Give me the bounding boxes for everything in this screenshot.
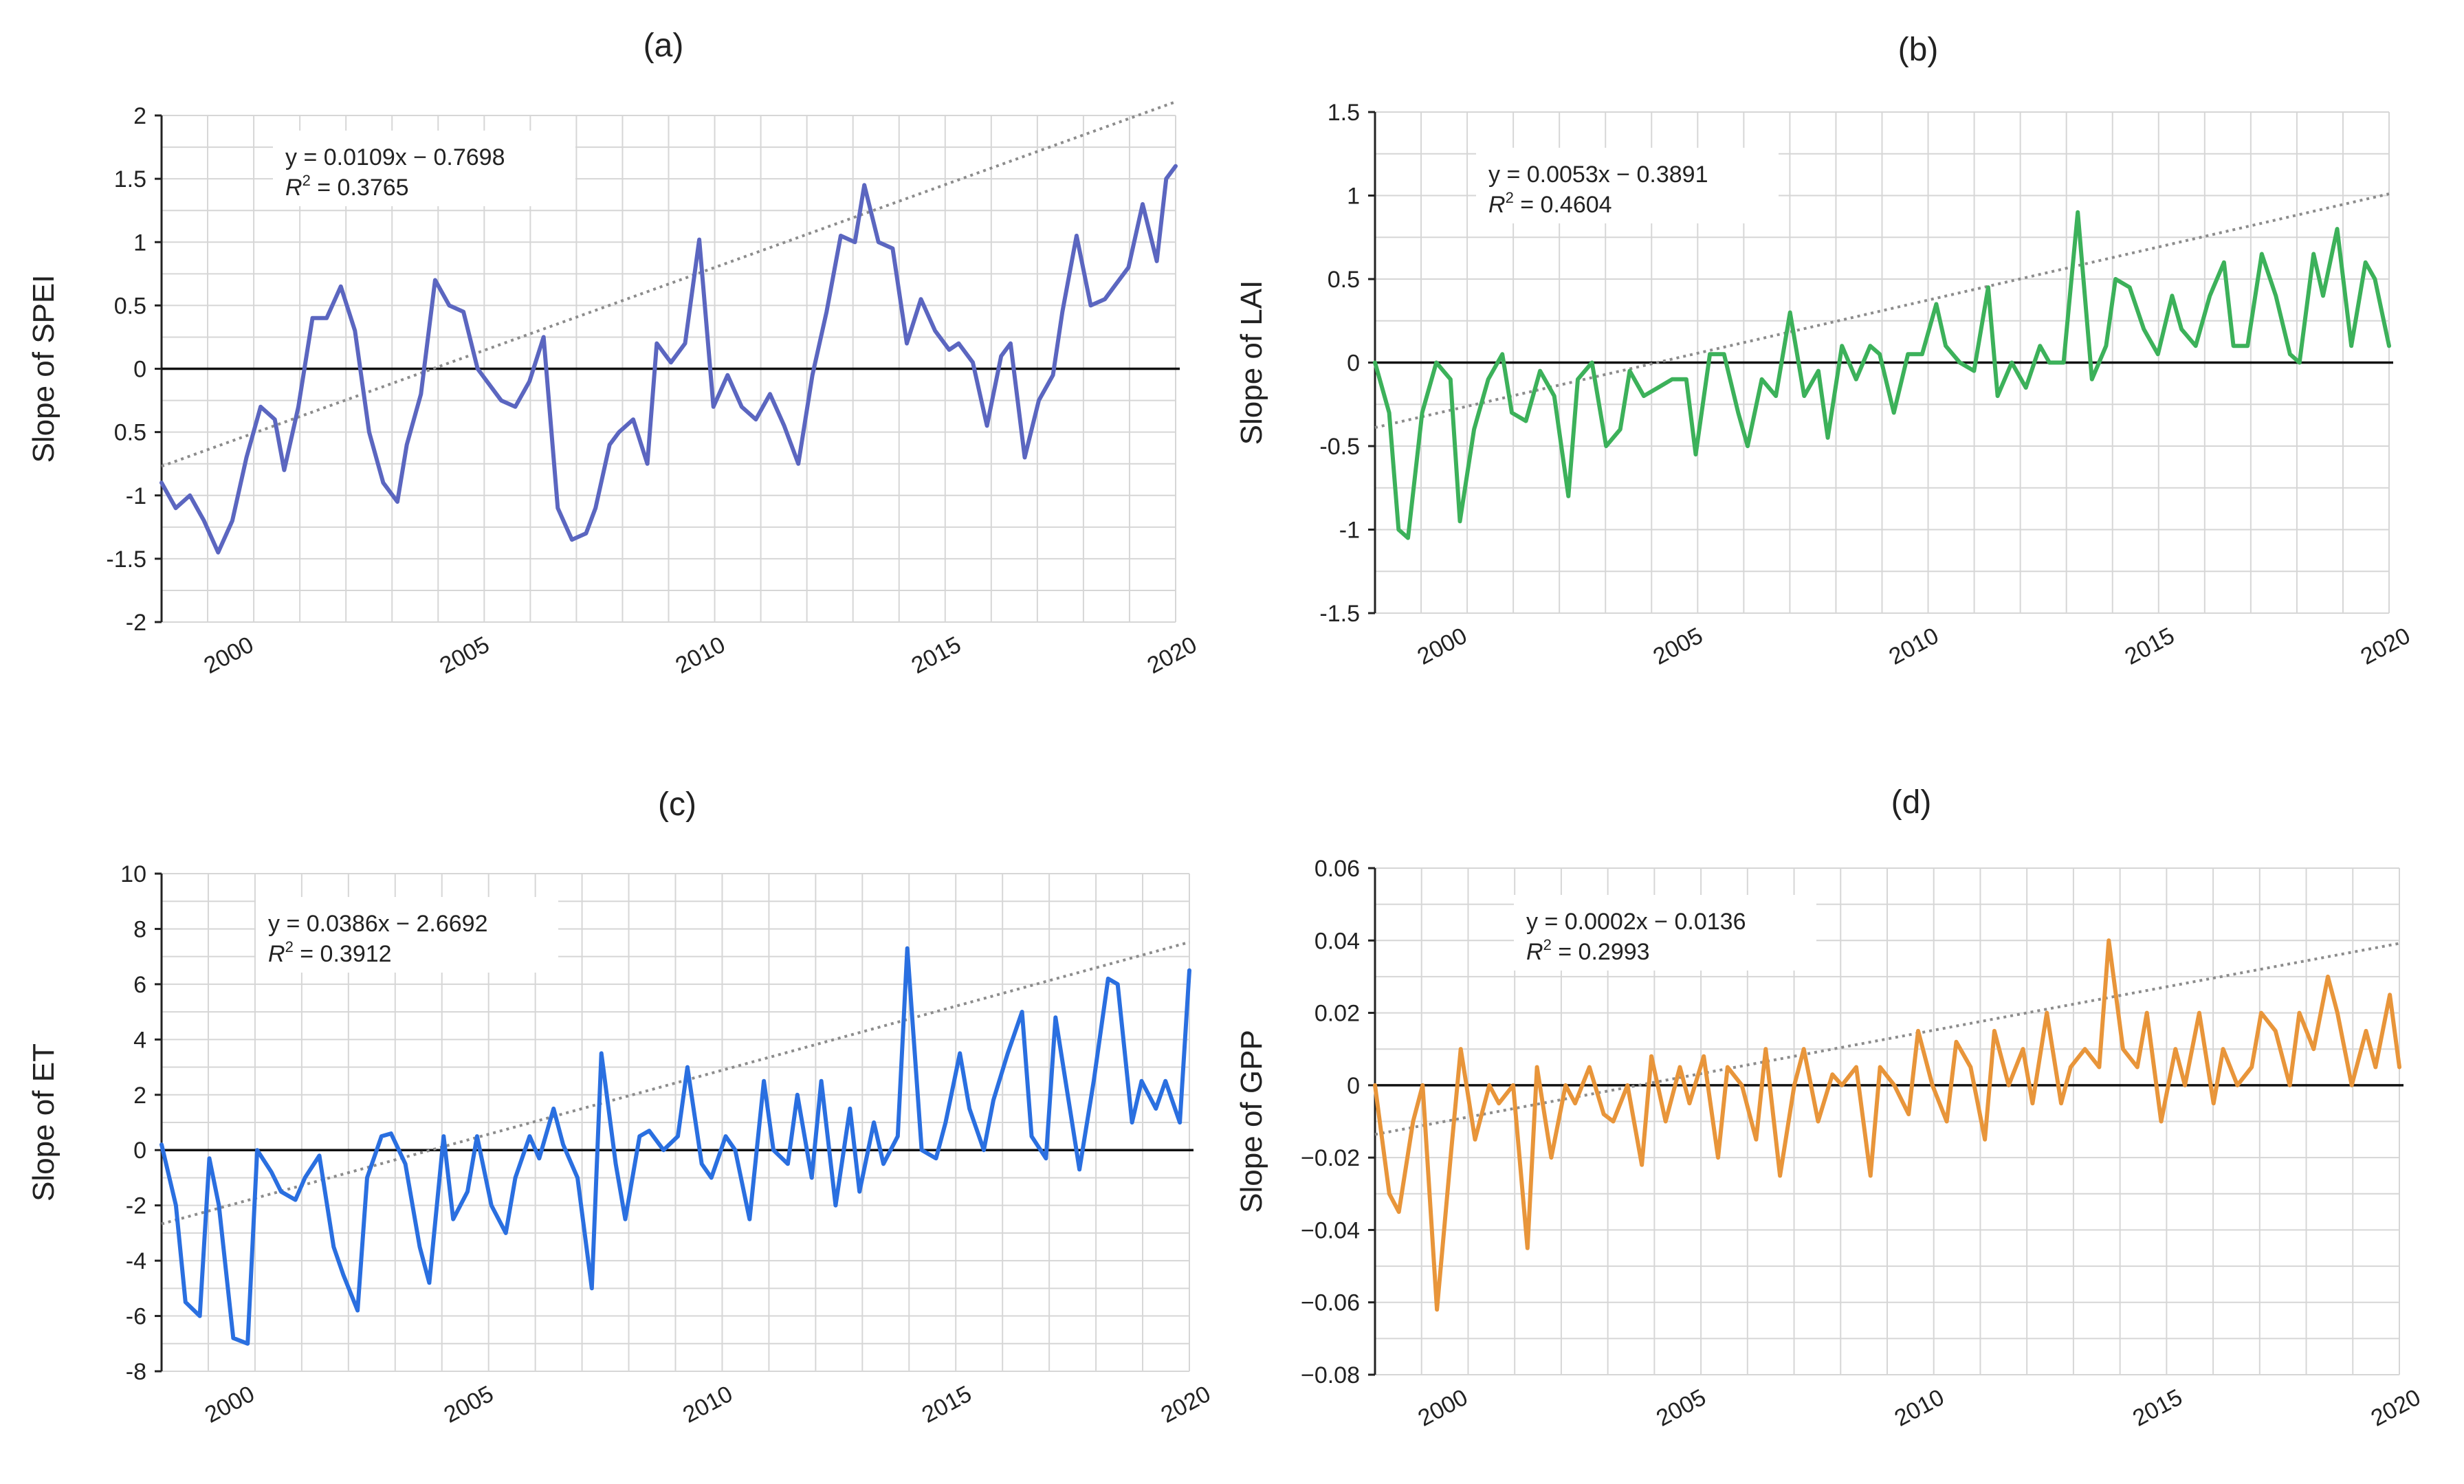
y-tick-label: −0.02 — [1301, 1145, 1360, 1171]
x-tick-label: 2015 — [907, 632, 965, 679]
y-tick-label: 8 — [133, 916, 146, 942]
series-line-ET — [160, 946, 1191, 1346]
regression-equation: y = 0.0002x − 0.0136 — [1526, 909, 1746, 935]
chart-panel-c: 10 8 6 4 2 0 -2 -4 -6 -8 2000 2005 2010 2015 2020 (c) Sl… — [27, 786, 1215, 1428]
y-tick-label: -8 — [126, 1359, 146, 1385]
y-tick-label: -6 — [126, 1304, 146, 1330]
y-tick-label: -1.5 — [1319, 601, 1360, 627]
r-squared-label: R2 = 0.3912 — [268, 938, 392, 967]
series-line-LAI — [1373, 210, 2391, 540]
x-tick-label: 2020 — [2357, 623, 2415, 670]
x-tick-label: 2020 — [2367, 1384, 2426, 1432]
y-tick-label: 0 — [1347, 1073, 1360, 1099]
chart-panel-b: 1.5 1 0.5 0 -0.5 -1 -1.5 2000 2005 2010 2015 2020 (b… — [1235, 32, 2414, 670]
x-tick-label: 2015 — [2120, 623, 2179, 670]
y-tick-label: 0.5 — [1328, 267, 1360, 293]
y-tick-label: 0 — [1347, 351, 1360, 377]
equation-box — [1514, 895, 1816, 971]
y-tick-label: -2 — [126, 610, 146, 636]
y-axis-label: Slope of ET — [27, 1043, 60, 1201]
y-tick-label: 1.5 — [1328, 100, 1360, 126]
y-tick-label: 2 — [133, 1083, 146, 1109]
x-tick-label: 2010 — [671, 632, 729, 679]
x-tick-label: 2020 — [1143, 632, 1202, 679]
y-tick-label: -0.5 — [1319, 434, 1360, 460]
trend-line — [1374, 192, 2390, 430]
y-tick-label: -4 — [126, 1248, 146, 1274]
chart-panel-d: 0.06 0.04 0.02 0 −0.02 −0.04 −0.06 −0.08 2000 200… — [1235, 784, 2425, 1432]
x-tick-label: 2010 — [679, 1381, 737, 1428]
panel-title: (a) — [644, 27, 684, 64]
y-axis-label: Slope of SPEI — [27, 275, 60, 463]
series-line-GPP — [1373, 938, 2401, 1312]
r-squared-label: R2 = 0.3765 — [285, 172, 409, 201]
y-tick-label: 0.04 — [1314, 928, 1360, 954]
x-tick-label: 2000 — [1414, 1384, 1472, 1432]
x-tick-label: 2015 — [918, 1381, 976, 1428]
y-tick-label: 0 — [133, 357, 146, 383]
regression-equation: y = 0.0386x − 2.6692 — [268, 911, 487, 937]
y-tick-label: −0.04 — [1301, 1217, 1360, 1243]
y-tick-label: 4 — [133, 1027, 146, 1053]
regression-equation: y = 0.0109x − 0.7698 — [285, 144, 505, 170]
trend-line — [1374, 942, 2400, 1136]
trend-line — [161, 100, 1176, 468]
y-tick-label: 1 — [133, 230, 146, 256]
panel-title: (c) — [658, 786, 696, 823]
x-tick-label: 2010 — [1890, 1384, 1948, 1432]
x-tick-label: 2000 — [201, 1381, 259, 1428]
gridlines — [161, 873, 1190, 1372]
x-tick-label: 2000 — [199, 632, 258, 679]
x-tick-label: 2020 — [1157, 1381, 1216, 1428]
y-tick-label: -1.5 — [106, 546, 146, 573]
chart-panel-a: 2 1.5 1 0.5 0 0.5 -1 -1.5 -2 2000 2005 2010 2015 2020… — [27, 27, 1201, 679]
y-tick-label: 0 — [133, 1138, 146, 1164]
x-tick-label: 2005 — [435, 632, 494, 679]
x-tick-label: 2000 — [1413, 623, 1471, 670]
y-tick-label: 2 — [133, 103, 146, 129]
x-tick-label: 2005 — [1652, 1384, 1710, 1432]
y-tick-label: 10 — [120, 861, 146, 887]
x-tick-label: 2005 — [439, 1381, 498, 1428]
y-axis-label: Slope of GPP — [1235, 1030, 1268, 1213]
r-squared-label: R2 = 0.4604 — [1488, 189, 1612, 218]
panel-title: (b) — [1898, 32, 1939, 68]
panel-title: (d) — [1891, 784, 1932, 821]
y-tick-label: -1 — [1339, 518, 1360, 544]
regression-equation: y = 0.0053x − 0.3891 — [1488, 162, 1708, 188]
equation-box — [273, 131, 575, 206]
y-tick-label: 0.06 — [1314, 856, 1360, 882]
y-tick-label: 1 — [1347, 184, 1360, 210]
x-tick-label: 2010 — [1884, 623, 1943, 670]
y-tick-label: 0.5 — [114, 420, 146, 446]
equation-box — [256, 897, 558, 973]
x-tick-label: 2015 — [2128, 1384, 2187, 1432]
y-axis-label: Slope of LAI — [1235, 280, 1268, 445]
equation-box — [1476, 148, 1779, 223]
y-tick-label: 0.02 — [1314, 1001, 1360, 1027]
y-tick-label: 1.5 — [114, 166, 146, 192]
y-tick-label: −0.08 — [1301, 1362, 1360, 1388]
y-tick-label: 0.5 — [114, 293, 146, 319]
trend-line — [161, 940, 1190, 1226]
y-tick-label: 6 — [133, 972, 146, 998]
r-squared-label: R2 = 0.2993 — [1526, 936, 1650, 965]
y-tick-label: -1 — [126, 483, 146, 509]
y-tick-label: -2 — [126, 1193, 146, 1219]
y-tick-label: −0.06 — [1301, 1290, 1360, 1316]
x-tick-label: 2005 — [1649, 623, 1707, 670]
series-line-SPEI — [160, 164, 1178, 555]
